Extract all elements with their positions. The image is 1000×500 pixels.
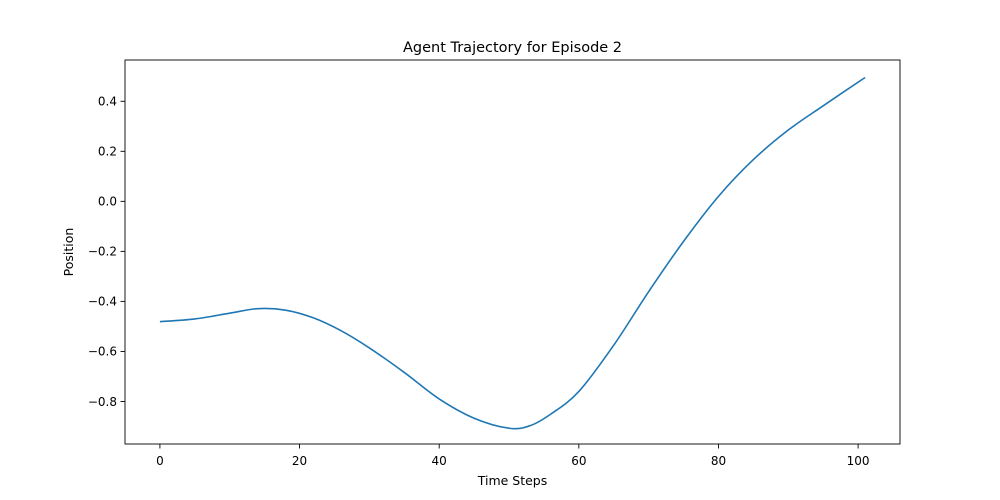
- y-tick-label: 0.4: [98, 95, 117, 109]
- y-axis-label: Position: [61, 228, 76, 277]
- x-axis-label: Time Steps: [477, 473, 548, 488]
- series-layer: [159, 76, 866, 430]
- x-axis-ticks: 0 20 40 60 80 100: [156, 444, 870, 468]
- series-line-0: [159, 76, 866, 430]
- y-tick-label: −0.8: [88, 395, 117, 409]
- y-tick-label: 0.0: [98, 195, 117, 209]
- x-tick-label: 20: [292, 454, 307, 468]
- y-tick-label: −0.6: [88, 345, 117, 359]
- x-tick-label: 100: [847, 454, 870, 468]
- x-tick-label: 0: [156, 454, 164, 468]
- y-tick-label: −0.2: [88, 245, 117, 259]
- chart-title: Agent Trajectory for Episode 2: [403, 40, 622, 56]
- x-tick-label: 40: [432, 454, 447, 468]
- plot-frame: [124, 59, 901, 445]
- y-tick-label: −0.4: [88, 295, 117, 309]
- y-tick-label: 0.2: [98, 145, 117, 159]
- x-tick-label: 80: [711, 454, 726, 468]
- y-axis-ticks: −0.8 −0.6 −0.4 −0.2 0.0 0.2 0.4: [88, 95, 125, 409]
- x-tick-label: 60: [571, 454, 586, 468]
- plot-background: [125, 60, 900, 444]
